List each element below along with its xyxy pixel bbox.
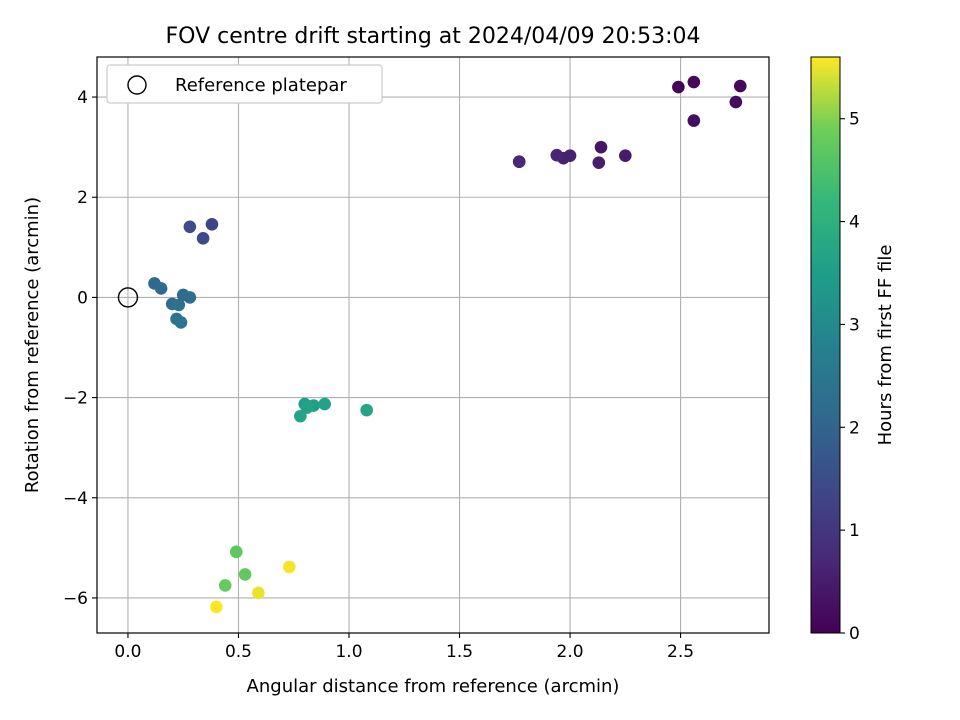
data-point bbox=[210, 600, 223, 614]
legend-marker-reference bbox=[127, 75, 147, 95]
data-point bbox=[672, 80, 685, 94]
data-point bbox=[294, 409, 307, 423]
y-tick-label: 2 bbox=[77, 188, 88, 208]
colorbar-label: Hours from first FF file bbox=[875, 245, 896, 446]
data-point bbox=[196, 232, 210, 245]
y-tick-label: 4 bbox=[77, 88, 88, 108]
data-point bbox=[550, 148, 564, 162]
data-point bbox=[283, 560, 296, 574]
x-tick-label: 2.5 bbox=[667, 642, 694, 662]
data-point bbox=[318, 397, 331, 411]
data-point bbox=[594, 140, 608, 154]
data-point bbox=[592, 156, 606, 169]
colorbar-tick-label: 3 bbox=[849, 315, 860, 335]
data-point bbox=[174, 316, 188, 329]
legend-label-reference: Reference platepar bbox=[175, 75, 347, 96]
data-point bbox=[729, 95, 743, 109]
x-tick-label: 2.0 bbox=[557, 642, 584, 662]
x-tick-label: 0.5 bbox=[225, 642, 252, 662]
colorbar-ticks: 0 1 2 3 4 5 bbox=[840, 110, 860, 644]
colorbar: 0 1 2 3 4 5 Hours from first FF file bbox=[810, 56, 896, 644]
data-point bbox=[238, 568, 252, 581]
chart-title: FOV centre drift starting at 2024/04/09 … bbox=[166, 24, 701, 49]
data-point bbox=[687, 75, 701, 89]
x-tick-label: 0.0 bbox=[114, 642, 141, 662]
y-tick-label: 0 bbox=[77, 288, 88, 308]
data-point bbox=[733, 79, 747, 93]
data-point bbox=[218, 579, 232, 592]
x-tick-label: 1.5 bbox=[446, 642, 473, 662]
data-point bbox=[300, 401, 314, 414]
colorbar-tick-label: 4 bbox=[849, 213, 860, 233]
y-axis-label: Rotation from reference (arcmin) bbox=[22, 197, 43, 493]
grid bbox=[97, 57, 769, 633]
colorbar-gradient bbox=[810, 56, 841, 634]
x-axis-label: Angular distance from reference (arcmin) bbox=[247, 676, 620, 697]
data-point bbox=[229, 545, 243, 559]
data-point bbox=[619, 149, 632, 162]
colorbar-tick-label: 1 bbox=[849, 521, 860, 541]
y-tick-label: −6 bbox=[63, 589, 88, 609]
reference-platepar-marker bbox=[117, 287, 139, 308]
data-point bbox=[183, 220, 197, 234]
colorbar-tick-label: 0 bbox=[849, 624, 860, 644]
scatter-points bbox=[117, 75, 747, 614]
plot-frame bbox=[96, 56, 770, 634]
data-point bbox=[183, 291, 197, 304]
y-tick-label: −4 bbox=[63, 489, 88, 509]
y-tick-label: −2 bbox=[63, 389, 88, 409]
legend-box bbox=[106, 64, 383, 104]
data-point bbox=[252, 586, 265, 600]
data-point bbox=[205, 217, 219, 231]
y-axis-ticks: −6 −4 −2 0 2 4 bbox=[63, 88, 97, 609]
x-tick-label: 1.0 bbox=[335, 642, 362, 662]
data-point bbox=[360, 403, 373, 417]
legend: Reference platepar bbox=[106, 64, 383, 104]
data-point bbox=[687, 114, 701, 127]
data-point bbox=[172, 298, 186, 312]
colorbar-tick-label: 5 bbox=[849, 110, 860, 130]
x-axis-ticks: 0.0 0.5 1.0 1.5 2.0 2.5 bbox=[114, 633, 694, 662]
data-point bbox=[154, 282, 168, 295]
colorbar-tick-label: 2 bbox=[849, 418, 860, 438]
data-point bbox=[512, 155, 526, 168]
